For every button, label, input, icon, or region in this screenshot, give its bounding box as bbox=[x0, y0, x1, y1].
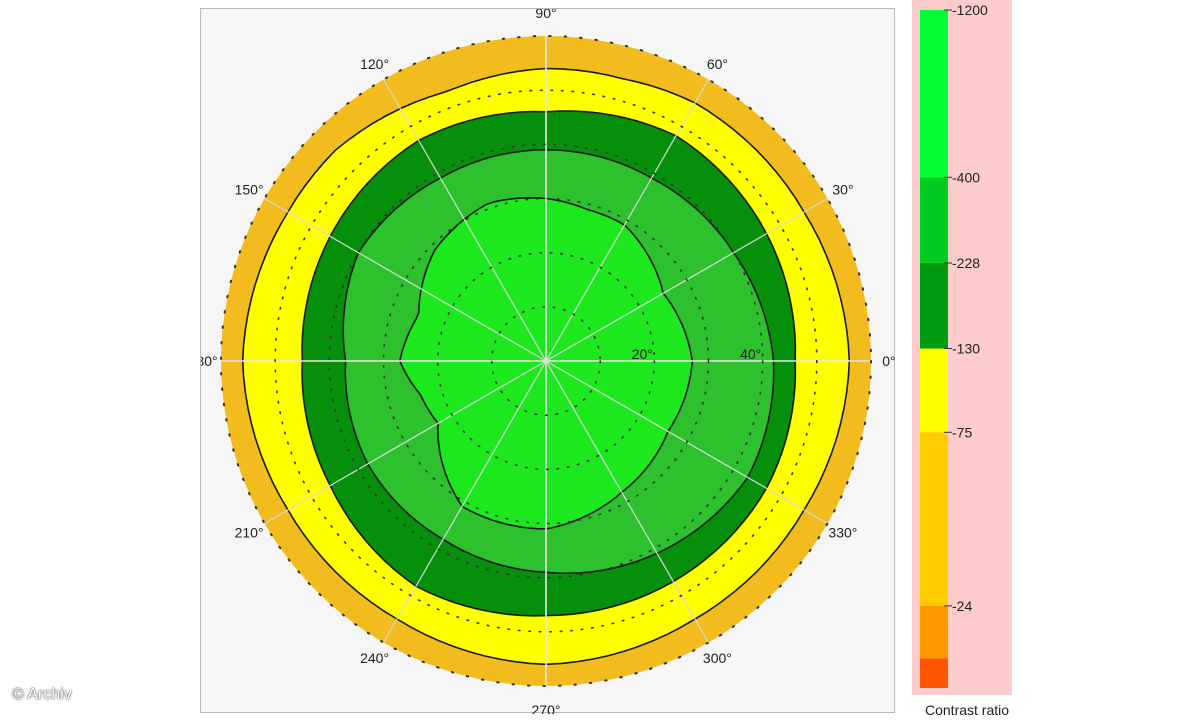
colorbar-tick-label-1200: -1200 bbox=[952, 2, 988, 18]
angular-tick-label-300: 300° bbox=[703, 650, 732, 666]
angular-tick-label-210: 210° bbox=[235, 524, 264, 540]
colorbar-segment-75 bbox=[920, 432, 948, 606]
angular-tick-label-180: 180° bbox=[201, 353, 218, 369]
copyright-notice: © Archiv bbox=[12, 686, 72, 703]
angular-tick-label-270: 270° bbox=[532, 702, 561, 714]
colorbar: -1200 -400 -228 -130 -75 -24 bbox=[920, 2, 988, 688]
radial-gridline-210 bbox=[264, 360, 547, 525]
angular-tick-label-240: 240° bbox=[360, 650, 389, 666]
colorbar-segment-1200 bbox=[920, 10, 948, 178]
colorbar-segment-bottom bbox=[920, 658, 948, 688]
angular-tick-label-90: 90° bbox=[535, 9, 556, 21]
circular-gridline-40 bbox=[328, 143, 764, 579]
polar-plot-frame: 0° 30° 60° 90° 120° 150° 180° 210° 240° 270° 300° 3… bbox=[200, 8, 896, 714]
angular-tick-label-30: 30° bbox=[832, 182, 853, 198]
radial-tick-label-40: 40° bbox=[740, 346, 761, 362]
angular-tick-label-0: 0° bbox=[882, 353, 895, 369]
colorbar-segment-130 bbox=[920, 348, 948, 433]
colorbar-segment-400 bbox=[920, 177, 948, 263]
radial-gridline-150 bbox=[264, 197, 547, 362]
circular-gridline-20 bbox=[436, 251, 656, 471]
angular-tick-label-150: 150° bbox=[235, 182, 264, 198]
radial-tick-label-20: 20° bbox=[632, 346, 653, 362]
circular-gridline-50 bbox=[274, 89, 818, 633]
colorbar-tick-label-75: -75 bbox=[952, 424, 972, 440]
colorbar-panel: -1200 -400 -228 -130 -75 -24 bbox=[912, 0, 1012, 695]
circular-gridline-10 bbox=[490, 305, 601, 416]
colorbar-segment-228 bbox=[920, 263, 948, 349]
colorbar-tick-label-400: -400 bbox=[952, 169, 980, 185]
colorbar-tick-label-24: -24 bbox=[952, 598, 972, 614]
colorbar-tick-label-130: -130 bbox=[952, 341, 980, 357]
colorbar-title: Contrast ratio bbox=[925, 702, 1010, 718]
outer-gridline bbox=[220, 35, 872, 687]
angular-tick-label-120: 120° bbox=[360, 56, 389, 72]
colorbar-tick-label-228: -228 bbox=[952, 255, 980, 271]
polar-contour-plot: 0° 30° 60° 90° 120° 150° 180° 210° 240° 270° 300° 3… bbox=[201, 9, 896, 714]
colorbar-segment-24 bbox=[920, 605, 948, 659]
angular-tick-label-330: 330° bbox=[828, 524, 857, 540]
circular-gridline-30 bbox=[382, 197, 710, 525]
angular-tick-label-60: 60° bbox=[707, 56, 728, 72]
